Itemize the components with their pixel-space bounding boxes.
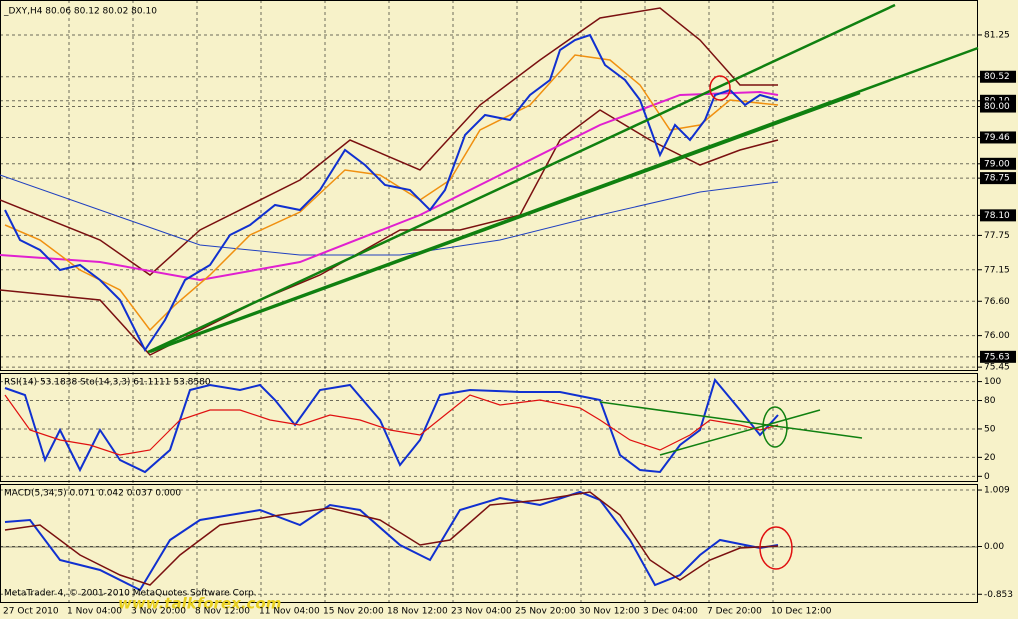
price-label-box	[980, 70, 1016, 83]
watermark: www.talkforex.com	[118, 595, 281, 613]
axis-label: 100	[984, 377, 1001, 387]
trend-line	[147, 3, 896, 354]
axis-label: 1.009	[984, 486, 1010, 496]
time-label: 27 Oct 2010	[3, 607, 59, 617]
rsi-line	[4, 394, 779, 456]
time-label: 18 Nov 12:00	[387, 607, 448, 617]
time-label: 3 Dec 04:00	[643, 607, 698, 617]
trend-line	[149, 91, 861, 354]
axis-label: 80.00	[984, 102, 1010, 112]
price-label-box	[980, 131, 1016, 144]
axis-label: 76.00	[984, 331, 1010, 341]
axis-label: 81.25	[984, 30, 1010, 40]
rsi-title: RSI(14) 53.1838 Sto(14,3,3) 61.1111 53.8…	[4, 378, 211, 388]
time-label: 1 Nov 04:00	[67, 607, 122, 617]
axis-label: 77.75	[984, 231, 1010, 241]
axis-label: 78.75	[984, 174, 1010, 184]
axis-label: 76.60	[984, 297, 1010, 307]
price-label-box	[980, 209, 1016, 222]
axis-label: 77.15	[984, 265, 1010, 275]
time-label: 15 Nov 20:00	[323, 607, 384, 617]
trend-line	[659, 409, 821, 456]
chart-header: _DXY,H4 80.06 80.12 80.02 80.10	[3, 7, 157, 17]
rsi-panel	[0, 373, 978, 482]
axis-label: 79.00	[984, 159, 1010, 169]
axis-label: -0.853	[984, 590, 1013, 600]
price-label-box	[980, 100, 1016, 113]
price-label-box	[980, 157, 1016, 170]
axis-label: 0.00	[984, 542, 1004, 552]
time-label: 23 Nov 04:00	[451, 607, 512, 617]
annotation-circle	[762, 406, 788, 448]
axis-label: 80.52	[984, 72, 1010, 82]
signal-line	[4, 491, 779, 586]
stochastic-line	[4, 377, 779, 474]
price-label-box	[980, 172, 1016, 185]
moving-average-long	[0, 174, 779, 256]
axis-label: 20	[984, 453, 996, 463]
axis-label: 75.63	[984, 352, 1010, 362]
axis-label: 50	[984, 424, 996, 434]
bollinger-upper	[0, 7, 778, 276]
axis-label: 75.45	[984, 363, 1010, 373]
price-panel	[0, 0, 978, 371]
time-label: 10 Dec 12:00	[771, 607, 832, 617]
time-label: 30 Nov 12:00	[579, 607, 640, 617]
copyright: MetaTrader 4, © 2001-2010 MetaQuotes Sof…	[4, 589, 257, 599]
macd-title: MACD(5,34,5) 0.071 0.042 0.037 0.000	[4, 489, 181, 499]
annotation-circle	[709, 75, 731, 101]
axis-label: 78.10	[984, 211, 1010, 221]
axis-label: 0	[984, 472, 990, 482]
time-label: 7 Dec 20:00	[707, 607, 762, 617]
trend-line	[599, 401, 863, 439]
annotation-circle	[759, 526, 793, 570]
time-label: 8 Nov 12:00	[195, 607, 250, 617]
axis-label: 79.46	[984, 133, 1010, 143]
macd-line	[4, 490, 779, 592]
price-line	[4, 33, 779, 352]
macd-panel	[0, 484, 978, 603]
axis-label: 80	[984, 396, 996, 406]
time-label: 25 Nov 20:00	[515, 607, 576, 617]
grid	[0, 0, 978, 603]
time-label: 11 Nov 04:00	[259, 607, 320, 617]
time-label: 3 Nov 20:00	[131, 607, 186, 617]
price-label-box	[980, 350, 1016, 363]
